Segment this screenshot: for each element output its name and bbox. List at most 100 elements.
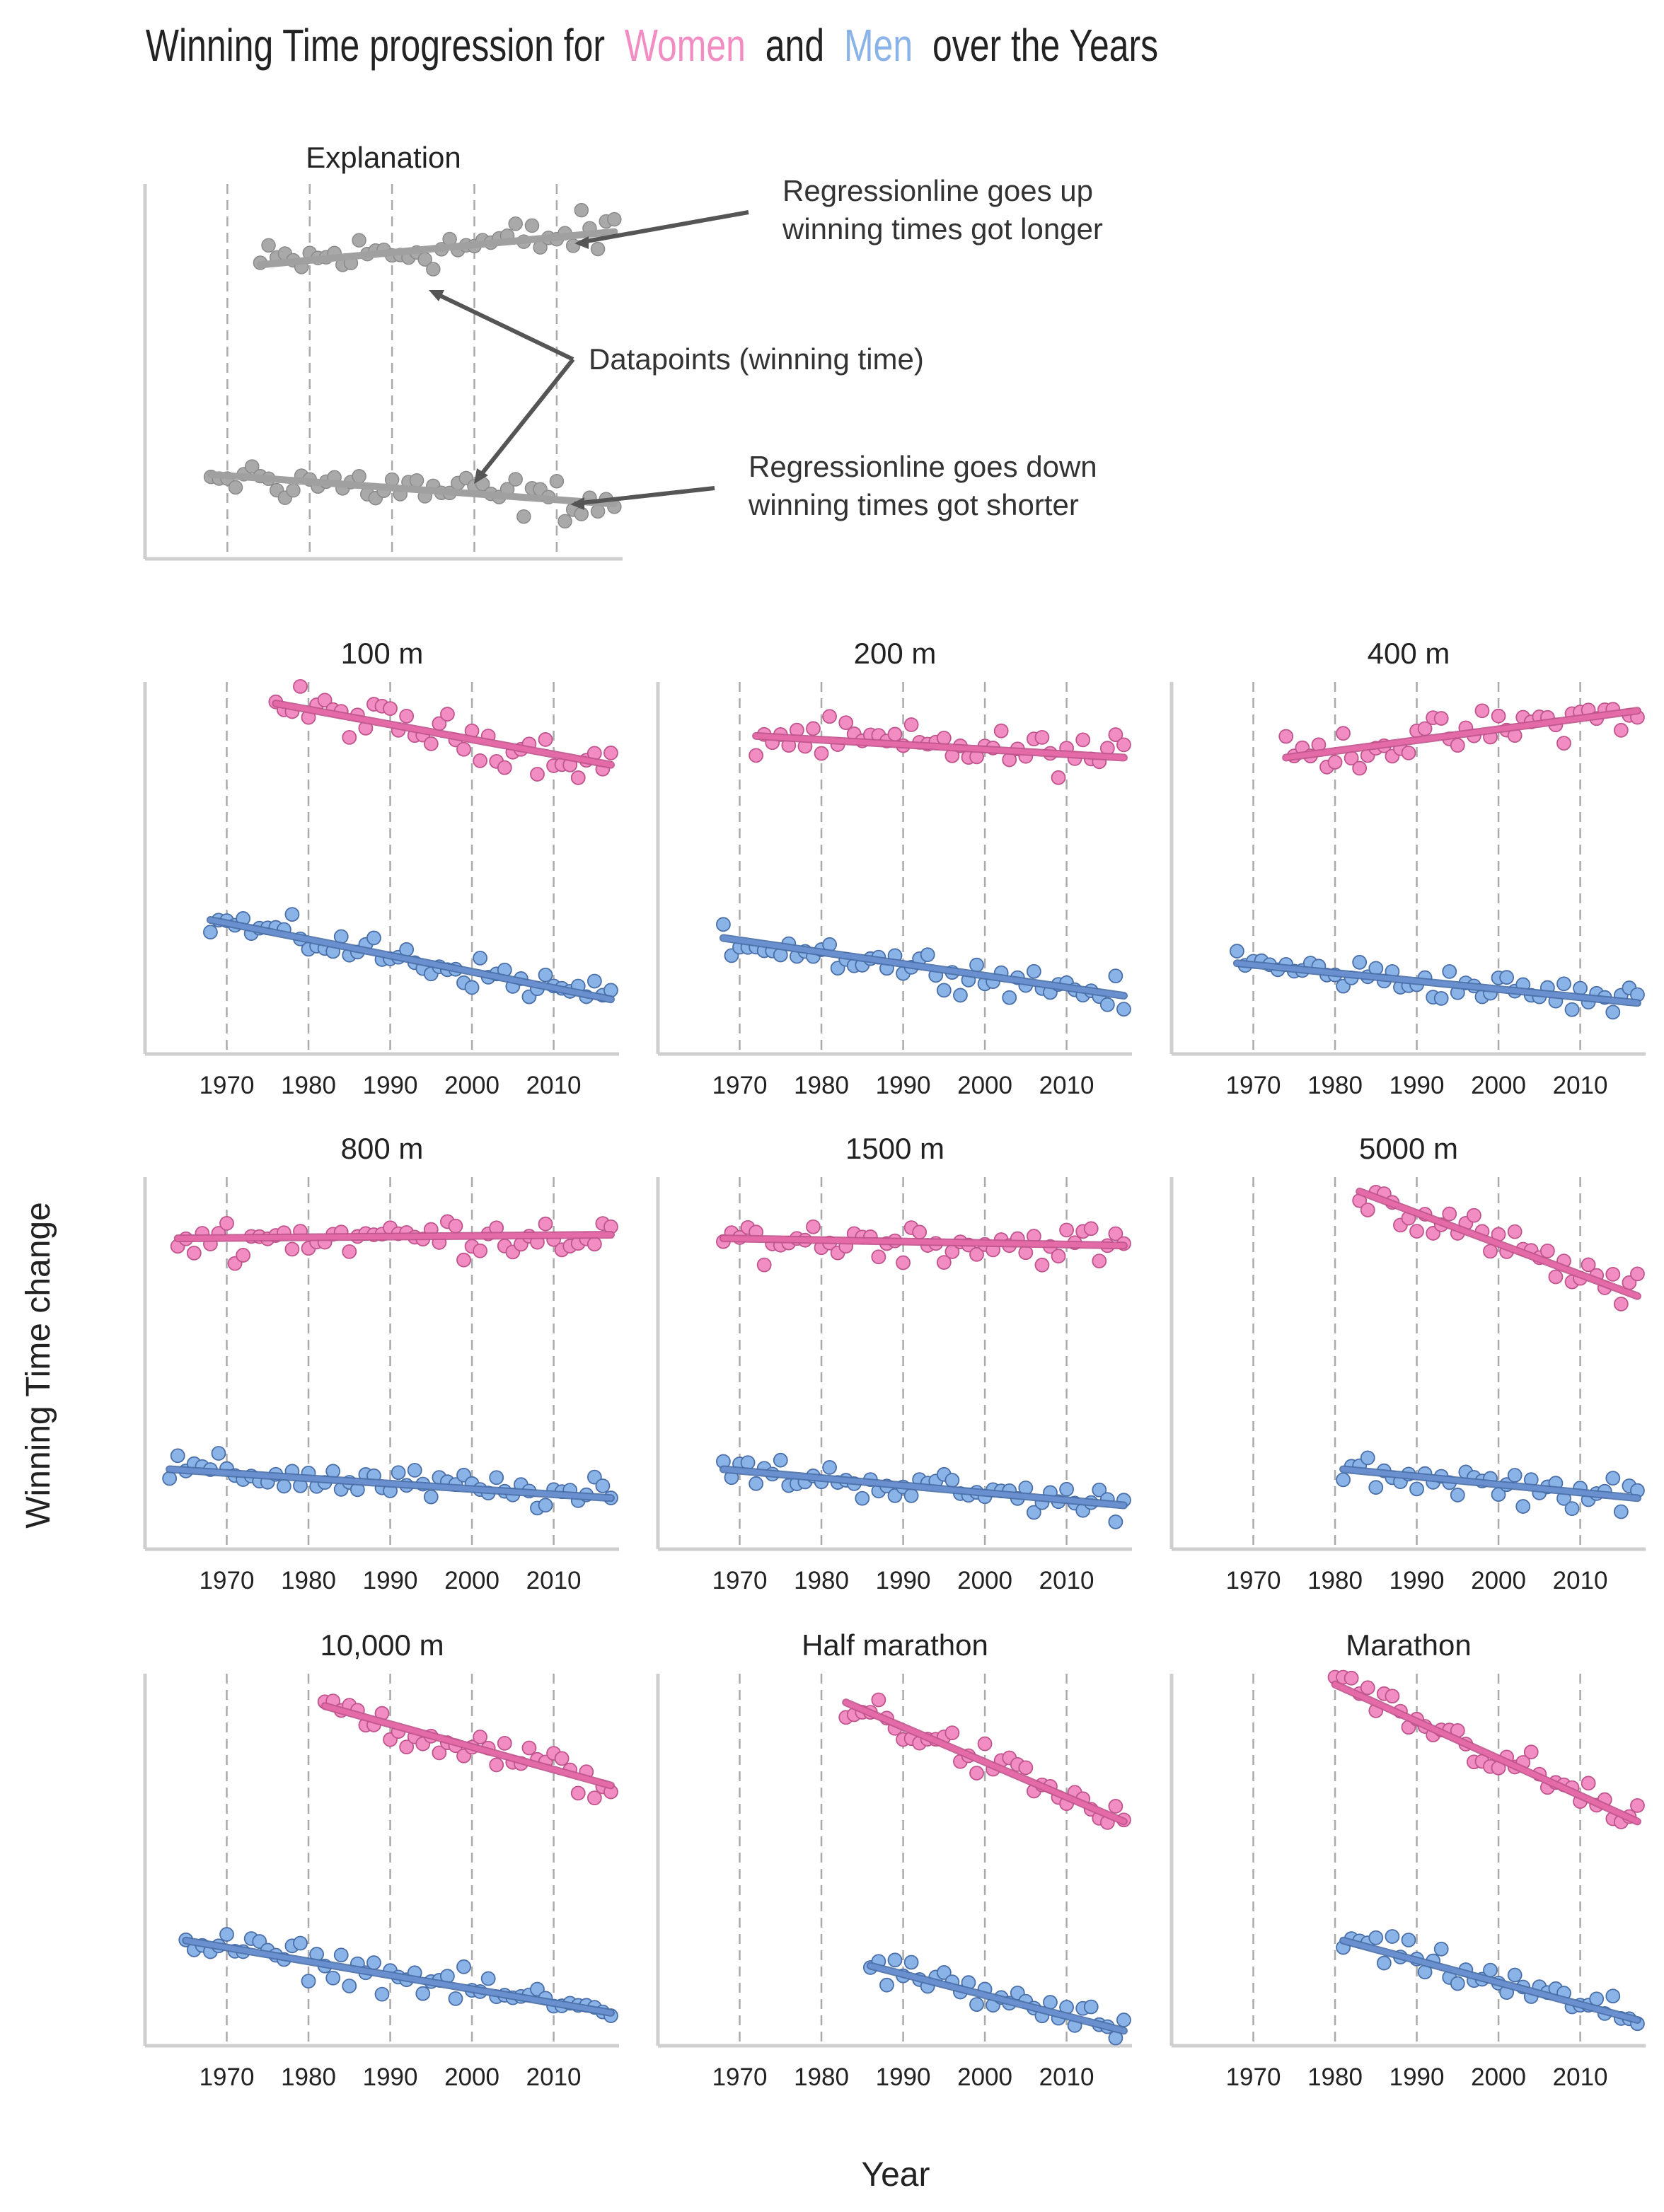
women-series: [1327, 1669, 1645, 1829]
x-tick-label: 2000: [957, 2063, 1012, 2091]
x-tick-label: 2000: [444, 1567, 499, 1594]
women-datapoint: [538, 732, 553, 747]
x-tick-label: 1970: [1226, 1072, 1281, 1099]
women-datapoint: [806, 721, 821, 736]
explanation-datapoint: [516, 509, 531, 524]
men-datapoint: [342, 1979, 357, 1993]
women-regression-line: [175, 1232, 613, 1241]
men-regression-line: [167, 1466, 613, 1501]
men-datapoint: [538, 967, 553, 983]
men-regression-line: [1341, 1938, 1640, 2022]
panel-title: 400 m: [1368, 637, 1450, 670]
men-datapoint: [1336, 1472, 1351, 1488]
women-datapoint: [399, 1739, 415, 1755]
x-tick-label: 1990: [1389, 1072, 1445, 1099]
women-datapoint: [521, 1740, 537, 1756]
women-datapoint: [473, 1243, 488, 1258]
men-datapoint: [1564, 1501, 1580, 1517]
men-datapoint: [1108, 1515, 1123, 1529]
women-datapoint: [1433, 711, 1449, 726]
women-datapoint: [1548, 1269, 1564, 1285]
annotation-arrowhead-dp1: [429, 290, 444, 301]
men-datapoint: [1026, 963, 1041, 979]
x-axis-label: Year: [862, 2156, 930, 2194]
men-datapoint: [1433, 991, 1449, 1006]
men-datapoint: [749, 1476, 764, 1491]
panel-title: 800 m: [341, 1132, 424, 1165]
women-datapoint: [219, 1215, 234, 1231]
men-datapoint: [920, 947, 935, 963]
x-tick-label: 1970: [200, 1567, 255, 1594]
men-datapoint: [1385, 1929, 1400, 1944]
women-datapoint: [903, 717, 919, 732]
panel: 10,000 m 1970 1980 1990 2000 2010: [143, 1628, 619, 2091]
women-datapoint: [1360, 1680, 1375, 1696]
women-datapoint: [236, 1248, 251, 1263]
x-tick-label: 1980: [1307, 1567, 1363, 1594]
panel: 400 m 1970 1980 1990 2000 2010: [1169, 637, 1646, 1099]
panel-title: 10,000 m: [320, 1628, 444, 1662]
men-datapoint: [480, 1971, 496, 1986]
women-datapoint: [1278, 729, 1294, 744]
men-datapoint: [1515, 1499, 1531, 1514]
men-datapoint: [162, 1471, 178, 1486]
women-regression-line: [753, 733, 1126, 760]
annotation-arrow-down: [574, 486, 715, 506]
women-datapoint: [538, 1216, 553, 1232]
panel: Marathon 1970 1980 1990 2000 2010: [1169, 1628, 1646, 2091]
men-series: [1230, 944, 1645, 1020]
women-datapoint: [887, 726, 903, 742]
x-tick-label: 1970: [712, 1567, 768, 1594]
x-tick-label: 1990: [363, 1072, 418, 1099]
women-datapoint: [1059, 1222, 1074, 1238]
explanation-title: Explanation: [306, 141, 461, 174]
men-datapoint: [944, 1473, 960, 1488]
x-tick-label: 2000: [444, 1072, 499, 1099]
explanation-datapoint: [607, 212, 622, 227]
women-datapoint: [284, 1241, 300, 1257]
men-datapoint: [1099, 997, 1115, 1012]
men-datapoint: [219, 1927, 234, 1942]
women-datapoint: [1630, 1797, 1645, 1813]
men-datapoint: [366, 930, 381, 946]
annotation-down-line1: Regressionline goes down: [749, 450, 1097, 483]
women-datapoint: [293, 678, 308, 694]
x-tick-label: 2010: [1039, 1072, 1094, 1099]
men-datapoint: [1059, 1481, 1074, 1497]
women-datapoint: [1051, 1249, 1066, 1264]
men-datapoint: [822, 1460, 837, 1475]
x-tick-label: 1990: [363, 2063, 418, 2091]
women-datapoint: [1108, 727, 1123, 742]
x-tick-label: 2010: [526, 1072, 582, 1099]
annotation-up-line1: Regressionline goes up: [782, 174, 1093, 207]
panel-title: 5000 m: [1359, 1132, 1458, 1165]
explanation-datapoint: [286, 482, 301, 498]
x-tick-label: 1990: [876, 2063, 931, 2091]
women-datapoint: [489, 1757, 504, 1773]
x-tick-label: 2000: [957, 1567, 1012, 1594]
annotation-up-line2: winning times got longer: [782, 212, 1103, 245]
women-datapoint: [912, 1224, 928, 1240]
women-datapoint: [1327, 755, 1343, 770]
x-tick-label: 1980: [281, 1072, 336, 1099]
women-datapoint: [587, 1237, 602, 1252]
x-tick-label: 1970: [200, 2063, 255, 2091]
men-datapoint: [1116, 1002, 1131, 1017]
women-datapoint: [432, 1745, 447, 1761]
explanation-datapoint: [352, 469, 366, 484]
panel-title: Half marathon: [802, 1628, 988, 1662]
women-series: [317, 1693, 618, 1806]
men-datapoint: [391, 1465, 406, 1481]
explanation-regression-line: [256, 228, 618, 269]
men-datapoint: [1116, 2013, 1131, 2027]
explanation-datapoint: [524, 218, 540, 233]
explanation-datapoint: [228, 480, 243, 495]
men-datapoint: [1360, 1450, 1375, 1466]
annotation-arrow-up: [578, 210, 749, 245]
panel: 1500 m 1970 1980 1990 2000 2010: [656, 1132, 1132, 1594]
men-datapoint: [1376, 1955, 1392, 1971]
women-datapoint: [944, 1725, 960, 1741]
panel: 5000 m 1970 1980 1990 2000 2010: [1169, 1132, 1646, 1594]
women-datapoint: [603, 746, 618, 760]
men-datapoint: [276, 1478, 291, 1494]
